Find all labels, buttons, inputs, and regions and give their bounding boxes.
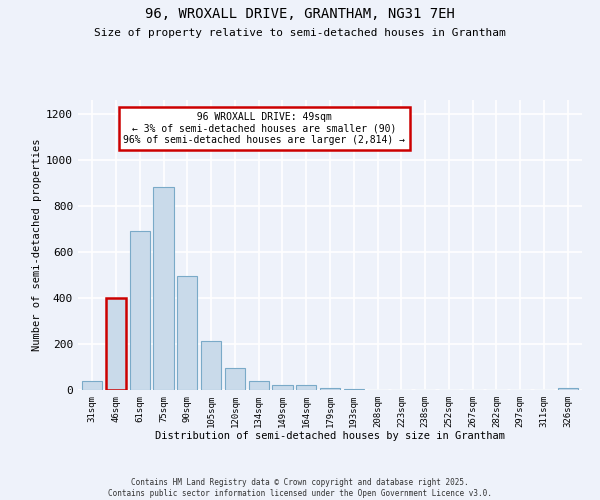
Bar — [82, 381, 103, 390]
Bar — [130, 231, 150, 390]
Bar — [344, 389, 364, 390]
Bar — [248, 381, 269, 390]
Bar — [296, 386, 316, 390]
Bar — [154, 188, 173, 390]
Bar — [201, 340, 221, 390]
Bar — [177, 276, 197, 390]
Bar — [106, 298, 126, 390]
Bar — [225, 368, 245, 390]
Text: Size of property relative to semi-detached houses in Grantham: Size of property relative to semi-detach… — [94, 28, 506, 38]
Text: Contains HM Land Registry data © Crown copyright and database right 2025.
Contai: Contains HM Land Registry data © Crown c… — [108, 478, 492, 498]
X-axis label: Distribution of semi-detached houses by size in Grantham: Distribution of semi-detached houses by … — [155, 432, 505, 442]
Text: 96 WROXALL DRIVE: 49sqm  
← 3% of semi-detached houses are smaller (90)
96% of s: 96 WROXALL DRIVE: 49sqm ← 3% of semi-det… — [124, 112, 406, 145]
Bar — [557, 388, 578, 390]
Y-axis label: Number of semi-detached properties: Number of semi-detached properties — [32, 138, 42, 352]
Bar — [320, 388, 340, 390]
Text: 96, WROXALL DRIVE, GRANTHAM, NG31 7EH: 96, WROXALL DRIVE, GRANTHAM, NG31 7EH — [145, 8, 455, 22]
Bar — [272, 385, 293, 390]
